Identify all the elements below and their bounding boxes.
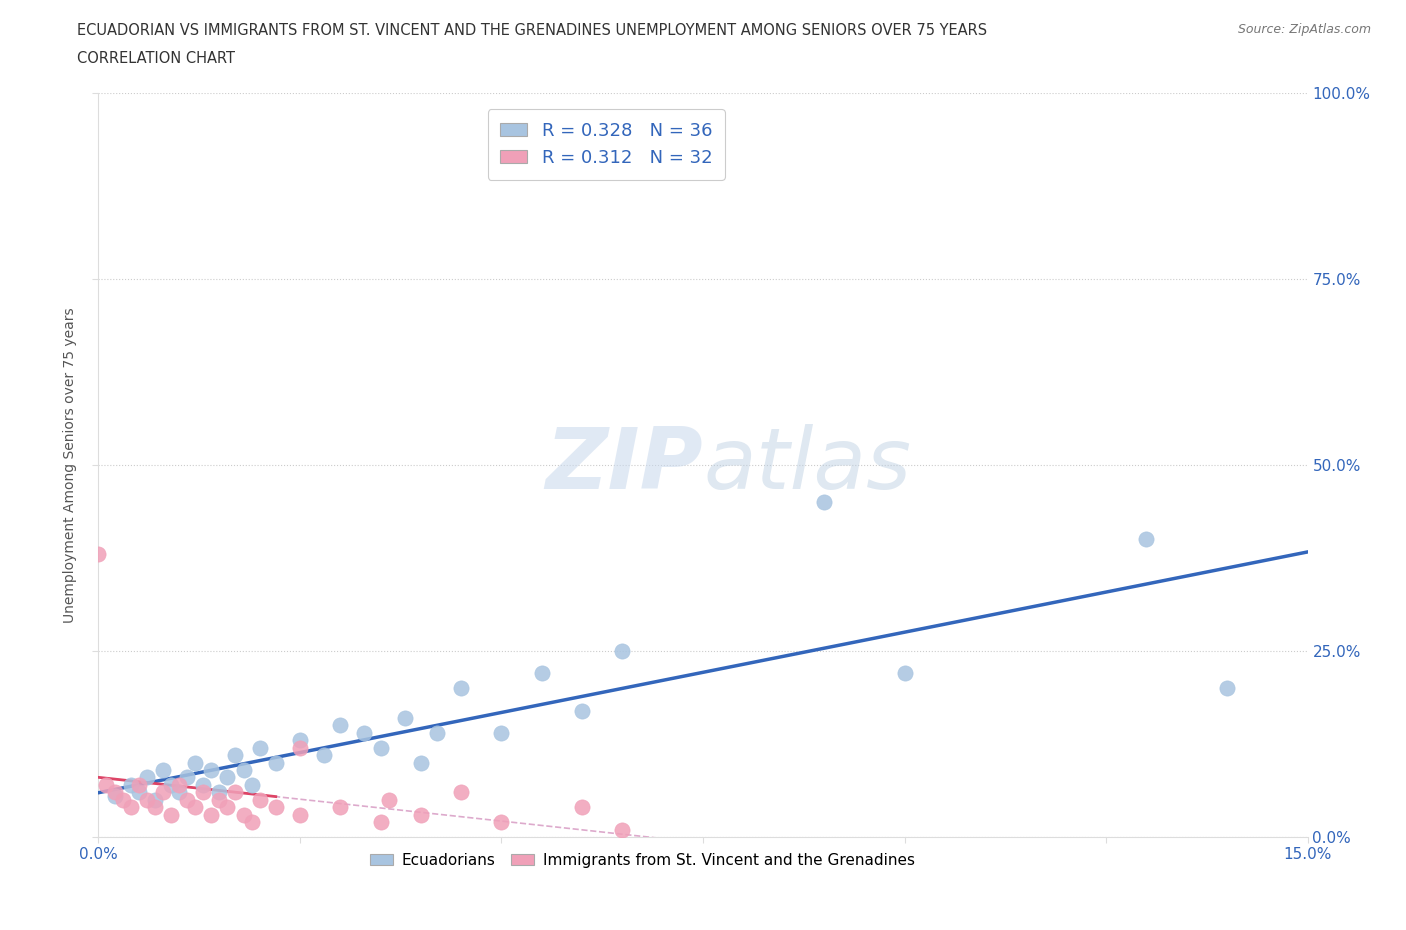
Point	[491, 815, 513, 830]
Point	[87, 547, 110, 562]
Text: ZIP: ZIP	[546, 423, 703, 507]
Point	[264, 755, 287, 770]
Text: Source: ZipAtlas.com: Source: ZipAtlas.com	[1237, 23, 1371, 36]
Point	[353, 725, 375, 740]
Point	[232, 763, 254, 777]
Point	[208, 792, 231, 807]
Point	[143, 800, 166, 815]
Point	[135, 792, 157, 807]
Point	[200, 763, 222, 777]
Point	[314, 748, 336, 763]
Point	[450, 681, 472, 696]
Point	[264, 800, 287, 815]
Point	[120, 800, 142, 815]
Text: atlas: atlas	[703, 423, 911, 507]
Point	[571, 800, 593, 815]
Point	[491, 725, 513, 740]
Text: CORRELATION CHART: CORRELATION CHART	[77, 51, 235, 66]
Point	[240, 777, 263, 792]
Point	[217, 800, 239, 815]
Point	[96, 777, 118, 792]
Point	[208, 785, 231, 800]
Point	[409, 755, 432, 770]
Point	[111, 792, 134, 807]
Point	[1135, 532, 1157, 547]
Point	[103, 785, 125, 800]
Point	[288, 807, 311, 822]
Point	[612, 644, 634, 658]
Point	[530, 666, 553, 681]
Point	[184, 800, 207, 815]
Point	[1216, 681, 1239, 696]
Text: ECUADORIAN VS IMMIGRANTS FROM ST. VINCENT AND THE GRENADINES UNEMPLOYMENT AMONG : ECUADORIAN VS IMMIGRANTS FROM ST. VINCEN…	[77, 23, 987, 38]
Point	[152, 785, 174, 800]
Y-axis label: Unemployment Among Seniors over 75 years: Unemployment Among Seniors over 75 years	[63, 307, 77, 623]
Point	[426, 725, 449, 740]
Point	[240, 815, 263, 830]
Point	[377, 792, 399, 807]
Point	[128, 777, 150, 792]
Point	[200, 807, 222, 822]
Point	[176, 792, 198, 807]
Point	[232, 807, 254, 822]
Point	[288, 733, 311, 748]
Point	[143, 792, 166, 807]
Point	[160, 777, 183, 792]
Point	[193, 777, 215, 792]
Point	[370, 740, 392, 755]
Point	[193, 785, 215, 800]
Point	[329, 800, 352, 815]
Point	[167, 785, 190, 800]
Point	[135, 770, 157, 785]
Point	[813, 495, 835, 510]
Point	[103, 789, 125, 804]
Point	[184, 755, 207, 770]
Point	[152, 763, 174, 777]
Point	[128, 785, 150, 800]
Legend: Ecuadorians, Immigrants from St. Vincent and the Grenadines: Ecuadorians, Immigrants from St. Vincent…	[364, 847, 921, 874]
Point	[288, 740, 311, 755]
Point	[224, 785, 246, 800]
Point	[409, 807, 432, 822]
Point	[394, 711, 416, 725]
Point	[249, 792, 271, 807]
Point	[329, 718, 352, 733]
Point	[160, 807, 183, 822]
Point	[370, 815, 392, 830]
Point	[120, 777, 142, 792]
Point	[176, 770, 198, 785]
Point	[450, 785, 472, 800]
Point	[249, 740, 271, 755]
Point	[612, 822, 634, 837]
Point	[571, 703, 593, 718]
Point	[893, 666, 915, 681]
Point	[217, 770, 239, 785]
Point	[224, 748, 246, 763]
Point	[167, 777, 190, 792]
